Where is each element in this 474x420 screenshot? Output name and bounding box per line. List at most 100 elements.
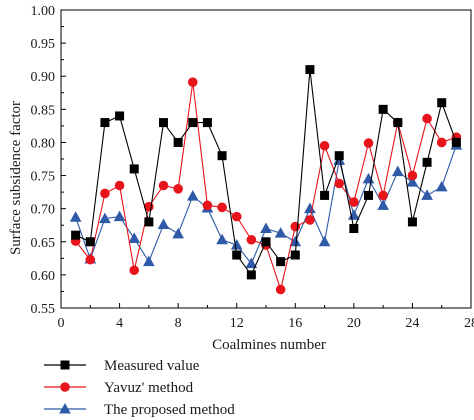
data-point-measured — [217, 151, 227, 161]
data-point-measured — [159, 118, 168, 128]
data-point-yavuz — [129, 265, 140, 276]
data-point-measured — [100, 118, 110, 128]
x-tick-label: 28 — [464, 316, 474, 331]
legend-marker-proposed — [59, 402, 71, 414]
data-point-yavuz — [422, 113, 432, 124]
data-point-yavuz — [378, 190, 388, 201]
data-point-measured — [71, 230, 81, 240]
data-point-proposed — [260, 222, 272, 234]
data-point-measured — [246, 270, 256, 280]
data-point-measured — [378, 104, 388, 114]
data-point-proposed — [128, 232, 141, 243]
data-point-yavuz — [85, 254, 96, 265]
x-tick-label: 24 — [405, 316, 419, 331]
data-point-yavuz — [305, 215, 315, 225]
plot-frame — [60, 9, 472, 309]
data-point-proposed — [421, 189, 433, 200]
legend-label-proposed: The proposed method — [104, 402, 235, 418]
data-point-proposed — [274, 227, 287, 238]
data-point-measured — [305, 65, 315, 75]
x-tick-label: 0 — [58, 316, 65, 331]
data-point-proposed — [377, 199, 389, 210]
data-point-yavuz — [407, 170, 418, 181]
x-axis-title: Coalmines number — [212, 337, 326, 353]
x-tick-label: 20 — [347, 316, 361, 331]
data-point-proposed — [230, 239, 243, 250]
y-tick-label: 0.90 — [31, 70, 56, 85]
data-point-yavuz — [217, 202, 227, 213]
data-point-measured — [334, 151, 344, 161]
series-line-yavuz — [75, 82, 457, 292]
data-point-measured — [276, 257, 286, 267]
data-point-proposed — [143, 255, 155, 267]
data-point-yavuz — [187, 77, 198, 87]
series-yavuz — [70, 77, 462, 295]
data-point-yavuz — [275, 284, 286, 295]
data-point-proposed — [186, 190, 199, 201]
legend-marker-yavuz — [60, 382, 70, 392]
data-point-yavuz — [100, 188, 110, 199]
data-point-measured — [202, 118, 212, 128]
data-point-yavuz — [436, 137, 447, 148]
data-point-measured — [364, 190, 373, 200]
data-point-yavuz — [349, 197, 359, 207]
data-point-measured — [232, 250, 242, 260]
x-tick-label: 8 — [175, 316, 182, 331]
data-point-measured — [173, 137, 183, 147]
data-point-proposed — [113, 210, 126, 222]
legend: Measured value Yavuz' method The proposed … — [44, 358, 235, 418]
x-tick-label: 4 — [116, 316, 123, 331]
data-point-proposed — [391, 165, 404, 177]
y-tick-label: 0.85 — [31, 103, 56, 118]
data-point-yavuz — [363, 138, 374, 148]
data-point-proposed — [406, 176, 419, 187]
data-point-measured — [437, 98, 447, 108]
y-tick-label: 0.75 — [31, 170, 56, 185]
y-tick-label: 0.70 — [31, 203, 56, 218]
y-tick-label: 1.00 — [31, 4, 56, 19]
data-point-proposed — [435, 180, 448, 192]
data-point-measured — [85, 237, 95, 247]
data-point-measured — [407, 217, 417, 227]
data-point-yavuz — [319, 140, 330, 151]
data-point-proposed — [318, 235, 331, 247]
data-point-measured — [451, 137, 461, 147]
data-point-measured — [188, 118, 198, 128]
data-point-yavuz — [158, 180, 169, 191]
data-point-measured — [393, 118, 403, 128]
data-point-measured — [422, 157, 432, 167]
data-point-yavuz — [231, 211, 242, 222]
data-point-measured — [290, 250, 300, 260]
data-point-proposed — [172, 227, 184, 239]
data-point-proposed — [157, 218, 170, 230]
data-point-yavuz — [114, 180, 125, 191]
y-tick-label: 0.65 — [31, 236, 56, 251]
data-point-measured — [320, 190, 330, 200]
series-measured — [71, 65, 461, 280]
x-tick-label: 16 — [288, 316, 302, 331]
data-point-yavuz — [246, 234, 257, 245]
legend-label-yavuz: Yavuz' method — [104, 380, 194, 396]
data-point-proposed — [289, 235, 302, 247]
x-tick-label: 12 — [230, 316, 244, 331]
data-point-yavuz — [173, 184, 183, 194]
y-axis-title: Surface subsidence factor — [8, 101, 24, 255]
legend-marker-measured — [60, 360, 70, 370]
legend-label-measured: Measured value — [104, 358, 200, 374]
data-point-measured — [144, 217, 154, 227]
y-tick-label: 0.60 — [31, 269, 56, 284]
data-point-proposed — [245, 257, 258, 269]
data-point-proposed — [216, 233, 228, 245]
data-point-proposed — [69, 211, 82, 222]
data-point-measured — [115, 111, 125, 121]
data-point-measured — [349, 224, 359, 234]
data-point-proposed — [99, 212, 111, 224]
y-tick-label: 0.55 — [31, 302, 56, 317]
data-point-yavuz — [334, 178, 345, 189]
data-point-yavuz — [202, 200, 213, 211]
y-tick-label: 0.95 — [31, 37, 56, 52]
data-point-measured — [129, 164, 139, 174]
y-tick-label: 0.80 — [31, 136, 56, 151]
data-point-measured — [261, 237, 271, 247]
